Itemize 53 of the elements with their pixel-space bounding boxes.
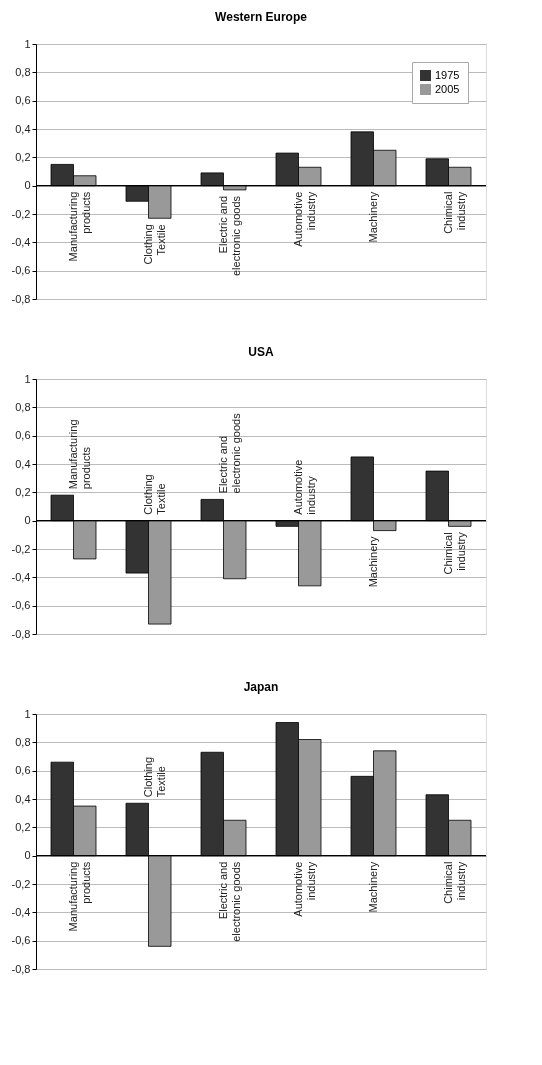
x-tick-label: Manufacturing products xyxy=(66,191,92,262)
y-tick-label: -0,8 xyxy=(11,627,31,640)
y-tick-label: 0,4 xyxy=(15,122,31,135)
y-tick-label: 0,4 xyxy=(15,457,31,470)
legend-label: 1975 xyxy=(435,68,460,81)
y-tick-label: -0,4 xyxy=(11,570,31,583)
x-tick-label: Electric and electronic goods xyxy=(216,861,242,942)
chart-title: USA xyxy=(248,345,274,359)
y-tick-label: 0,6 xyxy=(15,429,31,442)
y-tick-label: -0,8 xyxy=(11,292,31,305)
y-tick-label: -0,6 xyxy=(11,599,31,612)
y-tick-label: 0,8 xyxy=(15,735,31,748)
x-tick-label: Electric and electronic goods xyxy=(216,412,242,494)
x-tick-label: Clothing Textile xyxy=(141,474,167,515)
x-tick-label: Automotive industry xyxy=(291,861,317,917)
x-tick-label: Electric and electronic goods xyxy=(216,195,242,277)
chart-title: Western Europe xyxy=(215,10,308,24)
y-tick-label: -0,6 xyxy=(11,264,31,277)
x-tick-label: Chimical industry xyxy=(441,191,467,234)
x-tick-label: Machinery xyxy=(366,536,379,588)
y-tick-label: 0 xyxy=(24,849,31,862)
y-tick-label: 1 xyxy=(24,37,31,50)
y-tick-label: 0,6 xyxy=(15,764,31,777)
y-tick-label: 0,2 xyxy=(15,820,31,833)
y-tick-label: 0,8 xyxy=(15,65,31,78)
y-tick-label: 0,2 xyxy=(15,150,31,163)
y-tick-label: 0 xyxy=(24,514,31,527)
x-tick-label: Automotive industry xyxy=(291,459,317,515)
x-tick-label: Automotive industry xyxy=(291,191,317,247)
y-tick-label: -0,4 xyxy=(11,235,31,248)
y-tick-label: 1 xyxy=(24,372,31,385)
x-tick-label: Chimical industry xyxy=(441,531,467,575)
y-tick-label: -0,6 xyxy=(11,934,31,947)
x-tick-label: Chimical industry xyxy=(441,861,467,904)
y-tick-label: -0,4 xyxy=(11,905,31,918)
x-tick-label: Clothing Textile xyxy=(141,224,167,265)
y-tick-label: -0,2 xyxy=(11,207,31,220)
y-tick-label: 1 xyxy=(24,707,31,720)
chart-title: Japan xyxy=(243,680,279,694)
x-tick-label: Manufacturing products xyxy=(66,861,92,932)
legend-label: 2005 xyxy=(435,82,460,95)
y-tick-label: 0,8 xyxy=(15,400,31,413)
x-tick-label: Machinery xyxy=(366,861,379,913)
y-tick-label: -0,2 xyxy=(11,877,31,890)
x-tick-label: Machinery xyxy=(366,191,379,243)
x-tick-label: Manufacturing products xyxy=(66,419,92,490)
y-tick-label: 0,4 xyxy=(15,792,31,805)
y-tick-label: 0,6 xyxy=(15,94,31,107)
y-tick-label: 0 xyxy=(24,179,31,192)
y-tick-label: 0,2 xyxy=(15,485,31,498)
x-tick-label: Clothing Textile xyxy=(141,756,167,798)
y-tick-label: -0,2 xyxy=(11,542,31,555)
y-tick-label: -0,8 xyxy=(11,962,31,975)
